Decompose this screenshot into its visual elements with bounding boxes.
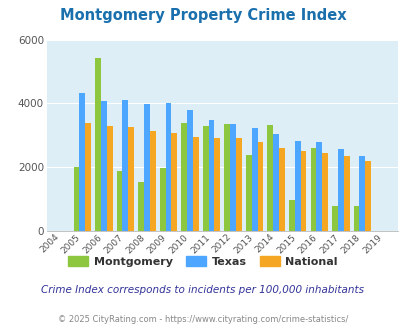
Bar: [202, 126, 208, 231]
Bar: [267, 125, 273, 231]
Bar: [288, 200, 294, 231]
Bar: [224, 124, 230, 231]
Bar: [273, 134, 278, 231]
Bar: [235, 139, 241, 231]
Text: © 2025 CityRating.com - https://www.cityrating.com/crime-statistics/: © 2025 CityRating.com - https://www.city…: [58, 315, 347, 324]
Bar: [278, 148, 284, 231]
Bar: [79, 93, 85, 231]
Bar: [214, 139, 220, 231]
Bar: [122, 100, 128, 231]
Bar: [107, 126, 112, 231]
Bar: [331, 206, 337, 231]
Bar: [144, 104, 149, 231]
Bar: [85, 123, 91, 231]
Bar: [95, 58, 100, 231]
Text: Montgomery Property Crime Index: Montgomery Property Crime Index: [60, 8, 345, 23]
Bar: [208, 120, 214, 231]
Bar: [128, 127, 134, 231]
Bar: [149, 130, 155, 231]
Bar: [257, 142, 263, 231]
Bar: [364, 161, 370, 231]
Bar: [181, 123, 187, 231]
Bar: [251, 128, 257, 231]
Bar: [187, 110, 192, 231]
Bar: [337, 149, 343, 231]
Bar: [353, 207, 358, 231]
Text: Crime Index corresponds to incidents per 100,000 inhabitants: Crime Index corresponds to incidents per…: [41, 285, 364, 295]
Bar: [310, 148, 315, 231]
Bar: [321, 153, 327, 231]
Bar: [100, 101, 107, 231]
Bar: [171, 133, 177, 231]
Bar: [315, 142, 321, 231]
Bar: [230, 124, 235, 231]
Bar: [294, 141, 300, 231]
Bar: [343, 156, 349, 231]
Bar: [116, 171, 122, 231]
Bar: [73, 167, 79, 231]
Bar: [138, 182, 144, 231]
Legend: Montgomery, Texas, National: Montgomery, Texas, National: [64, 251, 341, 271]
Bar: [300, 151, 306, 231]
Bar: [358, 156, 364, 231]
Bar: [245, 155, 251, 231]
Bar: [192, 137, 198, 231]
Bar: [165, 103, 171, 231]
Bar: [159, 168, 165, 231]
